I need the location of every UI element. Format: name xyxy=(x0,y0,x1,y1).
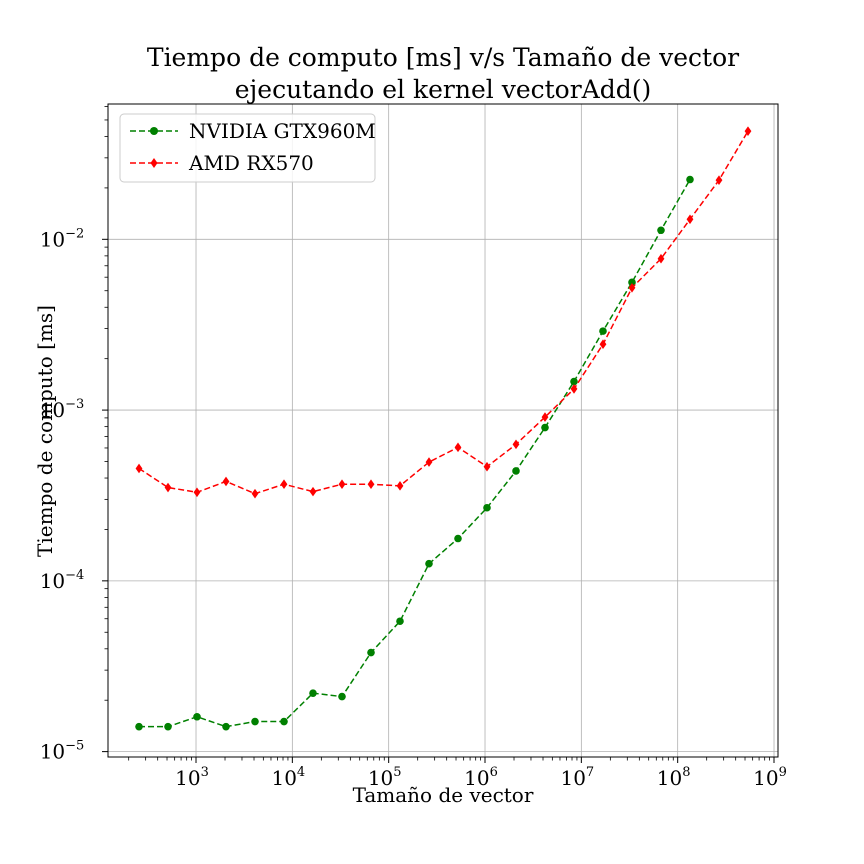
data-point-amd xyxy=(512,439,520,450)
data-point-amd xyxy=(396,481,404,491)
data-point-amd xyxy=(193,487,201,498)
x-axis-ticks: 103 104 105 106 107 108 109 xyxy=(128,757,787,790)
y-tick-label: 10−2 xyxy=(40,226,85,251)
x-tick-label: 105 xyxy=(368,765,402,790)
data-point-amd xyxy=(338,479,346,490)
data-point-nvidia xyxy=(657,226,665,235)
x-tick-label: 109 xyxy=(753,765,787,790)
data-point-nvidia xyxy=(599,327,607,335)
data-point-amd xyxy=(454,442,462,453)
legend-frame xyxy=(119,113,376,183)
data-point-nvidia xyxy=(135,722,143,731)
y-axis-ticks: 10−5 10−4 10−3 10−2 xyxy=(40,106,108,764)
chart-title-line2: ejecutando el kernel vectorAdd() xyxy=(235,75,652,104)
x-tick-label: 107 xyxy=(560,765,594,790)
data-point-amd xyxy=(222,476,230,487)
data-point-amd xyxy=(367,479,375,490)
x-tick-label: 106 xyxy=(464,765,498,790)
legend-marker-nvidia xyxy=(150,127,158,135)
data-point-nvidia xyxy=(483,503,491,512)
y-tick-label: 10−4 xyxy=(40,568,85,593)
plot-area-frame xyxy=(107,103,779,758)
data-point-amd xyxy=(686,214,694,225)
x-tick-label: 108 xyxy=(657,765,691,790)
data-point-amd xyxy=(251,488,259,499)
chart-title-line1: Tiempo de computo [ms] v/s Tamaño de vec… xyxy=(147,43,739,72)
data-point-nvidia xyxy=(570,377,578,386)
data-point-nvidia xyxy=(251,717,259,726)
data-point-nvidia xyxy=(164,722,172,731)
x-tick-label: 103 xyxy=(175,765,209,790)
data-point-amd xyxy=(744,126,752,136)
grid-lines xyxy=(108,104,778,757)
data-point-nvidia xyxy=(367,648,375,657)
series-line-amd xyxy=(138,130,749,495)
data-point-amd xyxy=(628,283,636,293)
data-point-nvidia xyxy=(541,423,549,432)
data-point-nvidia xyxy=(686,175,694,184)
data-point-nvidia xyxy=(425,559,433,568)
legend-label-amd: AMD RX570 xyxy=(188,151,314,175)
data-point-nvidia xyxy=(396,617,404,626)
data-point-amd xyxy=(599,339,607,350)
x-axis-label: Tamaño de vector xyxy=(353,783,534,807)
data-point-amd xyxy=(425,457,433,467)
data-point-nvidia xyxy=(338,692,346,701)
y-tick-label: 10−5 xyxy=(40,739,85,764)
data-point-amd xyxy=(715,175,723,185)
data-point-amd xyxy=(135,463,143,474)
y-tick-label: 10−3 xyxy=(40,397,85,422)
y-axis-label: Tiempo de computo [ms] xyxy=(33,305,57,557)
x-tick-label: 104 xyxy=(271,765,305,790)
data-point-nvidia xyxy=(512,467,520,475)
data-point-nvidia xyxy=(280,717,288,726)
data-point-amd xyxy=(280,479,288,490)
legend: NVIDIA GTX960M AMD RX570 xyxy=(119,113,376,183)
data-point-amd xyxy=(541,412,549,422)
data-point-nvidia xyxy=(309,689,317,697)
data-point-nvidia xyxy=(193,712,201,721)
series-line-nvidia xyxy=(139,179,691,728)
data-point-amd xyxy=(657,253,665,264)
data-point-amd xyxy=(164,482,172,493)
legend-marker-amd xyxy=(150,158,158,168)
data-point-nvidia xyxy=(454,534,462,543)
data-point-amd xyxy=(309,486,317,497)
series-layer xyxy=(135,126,752,731)
legend-label-nvidia: NVIDIA GTX960M xyxy=(189,119,376,143)
data-point-nvidia xyxy=(222,722,230,731)
data-point-amd xyxy=(570,384,578,394)
data-point-nvidia xyxy=(628,278,636,287)
data-point-amd xyxy=(483,461,491,472)
